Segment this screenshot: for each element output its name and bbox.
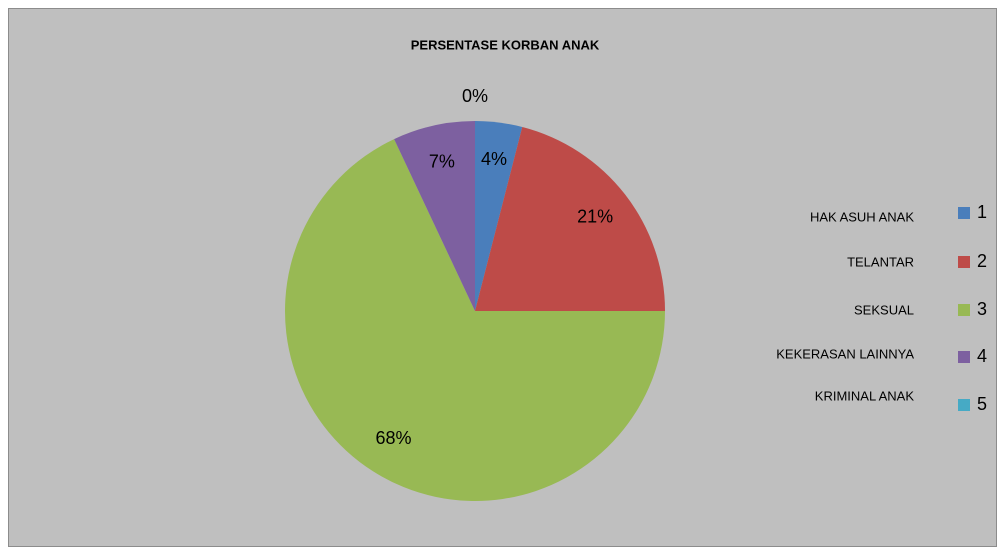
pie-slice — [475, 126, 665, 311]
pie-slice — [475, 121, 523, 311]
pie-slice — [285, 139, 665, 501]
chart-title: PERSENTASE KORBAN ANAK — [411, 37, 600, 52]
legend-swatch — [958, 351, 970, 363]
data-label: 4% — [481, 149, 507, 169]
legend-label: 3 — [977, 299, 987, 319]
legend-swatch — [958, 207, 970, 219]
data-label: 7% — [429, 151, 455, 171]
legend-swatch — [958, 304, 970, 316]
legend-label: 5 — [977, 394, 987, 414]
legend-note: TELANTAR — [847, 254, 914, 269]
legend-note: SEKSUAL — [854, 302, 914, 317]
pie-slice — [394, 121, 475, 311]
data-label: 0% — [462, 86, 488, 106]
legend-swatch — [958, 399, 970, 411]
legend-label: 2 — [977, 251, 987, 271]
data-label: 68% — [376, 428, 412, 448]
legend-label: 4 — [977, 346, 987, 366]
legend-swatch — [958, 256, 970, 268]
data-label: 21% — [577, 207, 613, 227]
legend-note: HAK ASUH ANAK — [810, 209, 914, 224]
legend-note: KRIMINAL ANAK — [815, 388, 915, 403]
legend-note: KEKERASAN LAINNYA — [776, 346, 914, 361]
legend-label: 1 — [977, 202, 987, 222]
